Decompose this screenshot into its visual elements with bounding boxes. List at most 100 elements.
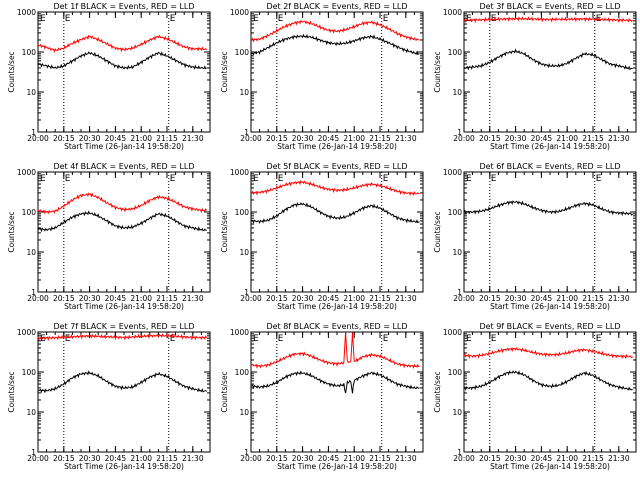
y-tick-label: 1	[457, 128, 462, 137]
x-axis-label: Start Time (26-Jan-14 19:58:20)	[277, 302, 397, 311]
series-events-line	[37, 210, 207, 233]
y-tick-label: 10	[452, 248, 462, 257]
x-tick-label: 21:00	[343, 454, 365, 463]
chart-panel: Det 5f BLACK = Events, RED = LLD 1 10 100 10…	[220, 162, 424, 311]
chart-panel: Det 9f BLACK = Events, RED = LLD 1 10 100 10…	[433, 322, 637, 471]
x-axis-label: Start Time (26-Jan-14 19:58:20)	[64, 302, 184, 311]
x-axis-label: Start Time (26-Jan-14 19:58:20)	[277, 462, 397, 471]
event-marker-label: E	[65, 334, 71, 344]
x-axis-label: Start Time (26-Jan-14 19:58:20)	[277, 142, 397, 151]
x-tick-label: 20:30	[292, 294, 314, 303]
y-tick-label: 100	[235, 368, 250, 377]
x-tick-label: 20:00	[240, 294, 262, 303]
chart-panel: Det 1f BLACK = Events, RED = LLD 1 10 100 10…	[7, 2, 211, 151]
x-tick-label: 20:00	[453, 294, 475, 303]
y-tick-label: 10	[239, 88, 249, 97]
chart-panel: Det 7f BLACK = Events, RED = LLD 1 10 100 10…	[7, 322, 211, 471]
series-lld-line	[37, 333, 208, 342]
x-tick-label: 20:45	[318, 134, 340, 143]
x-tick-label: 21:30	[395, 454, 417, 463]
y-tick-label: 10	[239, 248, 249, 257]
chart-panel: Det 3f BLACK = Events, RED = LLD 1 10 100 10…	[433, 2, 637, 151]
event-marker-label: E	[170, 14, 176, 24]
event-marker-label: E	[170, 334, 176, 344]
x-tick-label: 20:45	[105, 454, 127, 463]
x-tick-label: 21:15	[582, 134, 604, 143]
event-marker-label: E	[65, 14, 71, 24]
x-tick-label: 21:00	[343, 294, 365, 303]
event-marker-label: E	[278, 174, 284, 184]
x-tick-label: 20:45	[531, 134, 553, 143]
series-events-line	[37, 370, 207, 394]
y-axis-label: Counts/sec	[433, 211, 442, 252]
y-tick-label: 1000	[17, 8, 36, 17]
x-tick-label: 21:00	[556, 294, 578, 303]
series-lld-line	[463, 346, 633, 360]
x-tick-label: 20:45	[531, 454, 553, 463]
chart-title: Det 8f BLACK = Events, RED = LLD	[266, 322, 407, 331]
x-tick-label: 21:30	[608, 454, 630, 463]
x-tick-label: 20:45	[318, 454, 340, 463]
y-tick-label: 1	[31, 128, 36, 137]
series-lld-line	[250, 180, 420, 197]
chart-title: Det 2f BLACK = Events, RED = LLD	[266, 2, 407, 11]
chart-panel: Det 8f BLACK = Events, RED = LLD 1 10 100 10…	[220, 322, 424, 471]
x-tick-label: 20:15	[53, 134, 75, 143]
x-tick-label: 20:15	[266, 294, 288, 303]
series-events-line	[250, 33, 420, 56]
x-tick-label: 20:30	[79, 294, 101, 303]
x-tick-label: 21:15	[369, 134, 391, 143]
x-tick-label: 20:00	[453, 454, 475, 463]
x-tick-label: 20:15	[266, 454, 288, 463]
chart-title: Det 7f BLACK = Events, RED = LLD	[53, 322, 194, 331]
event-marker-label: E	[491, 334, 497, 344]
y-tick-label: 1	[244, 128, 249, 137]
chart-title: Det 1f BLACK = Events, RED = LLD	[53, 2, 194, 11]
y-axis-label: Counts/sec	[7, 51, 16, 92]
y-tick-label: 100	[22, 368, 37, 377]
x-tick-label: 20:30	[292, 454, 314, 463]
x-tick-label: 20:15	[479, 134, 501, 143]
x-tick-label: 20:15	[479, 294, 501, 303]
event-marker-label: E	[596, 334, 602, 344]
x-tick-label: 20:30	[292, 134, 314, 143]
x-tick-label: 20:45	[105, 134, 127, 143]
x-tick-label: 20:45	[531, 294, 553, 303]
y-tick-label: 1	[31, 288, 36, 297]
event-marker-label: E	[596, 174, 602, 184]
series-events-line	[463, 48, 633, 71]
series-events-line	[463, 200, 633, 217]
x-tick-label: 21:15	[156, 134, 178, 143]
x-tick-label: 21:15	[369, 454, 391, 463]
series-lld-line	[463, 16, 633, 24]
y-tick-label: 10	[452, 88, 462, 97]
chart-title: Det 5f BLACK = Events, RED = LLD	[266, 162, 407, 171]
y-axis-label: Counts/sec	[7, 371, 16, 412]
event-marker-label: E	[491, 174, 497, 184]
y-tick-label: 1000	[443, 8, 462, 17]
x-tick-label: 20:30	[505, 294, 527, 303]
series-lld-line	[250, 331, 420, 370]
x-tick-label: 20:45	[105, 294, 127, 303]
y-tick-label: 10	[26, 248, 36, 257]
x-tick-label: 21:15	[369, 294, 391, 303]
x-tick-label: 21:00	[130, 134, 152, 143]
x-tick-label: 21:15	[582, 454, 604, 463]
y-tick-label: 100	[235, 48, 250, 57]
y-tick-label: 10	[26, 408, 36, 417]
x-tick-label: 20:00	[240, 134, 262, 143]
x-tick-label: 21:15	[156, 294, 178, 303]
series-events-line	[37, 51, 207, 70]
x-axis-label: Start Time (26-Jan-14 19:58:20)	[64, 462, 184, 471]
x-tick-label: 21:30	[395, 134, 417, 143]
y-axis-label: Counts/sec	[220, 51, 229, 92]
x-tick-label: 20:45	[318, 294, 340, 303]
x-tick-label: 21:30	[182, 454, 204, 463]
event-marker-label: E	[40, 334, 46, 344]
chart-title: Det 4f BLACK = Events, RED = LLD	[53, 162, 194, 171]
x-tick-label: 20:15	[53, 294, 75, 303]
x-tick-label: 20:15	[266, 134, 288, 143]
event-marker-label: E	[65, 174, 71, 184]
y-tick-label: 100	[448, 48, 463, 57]
